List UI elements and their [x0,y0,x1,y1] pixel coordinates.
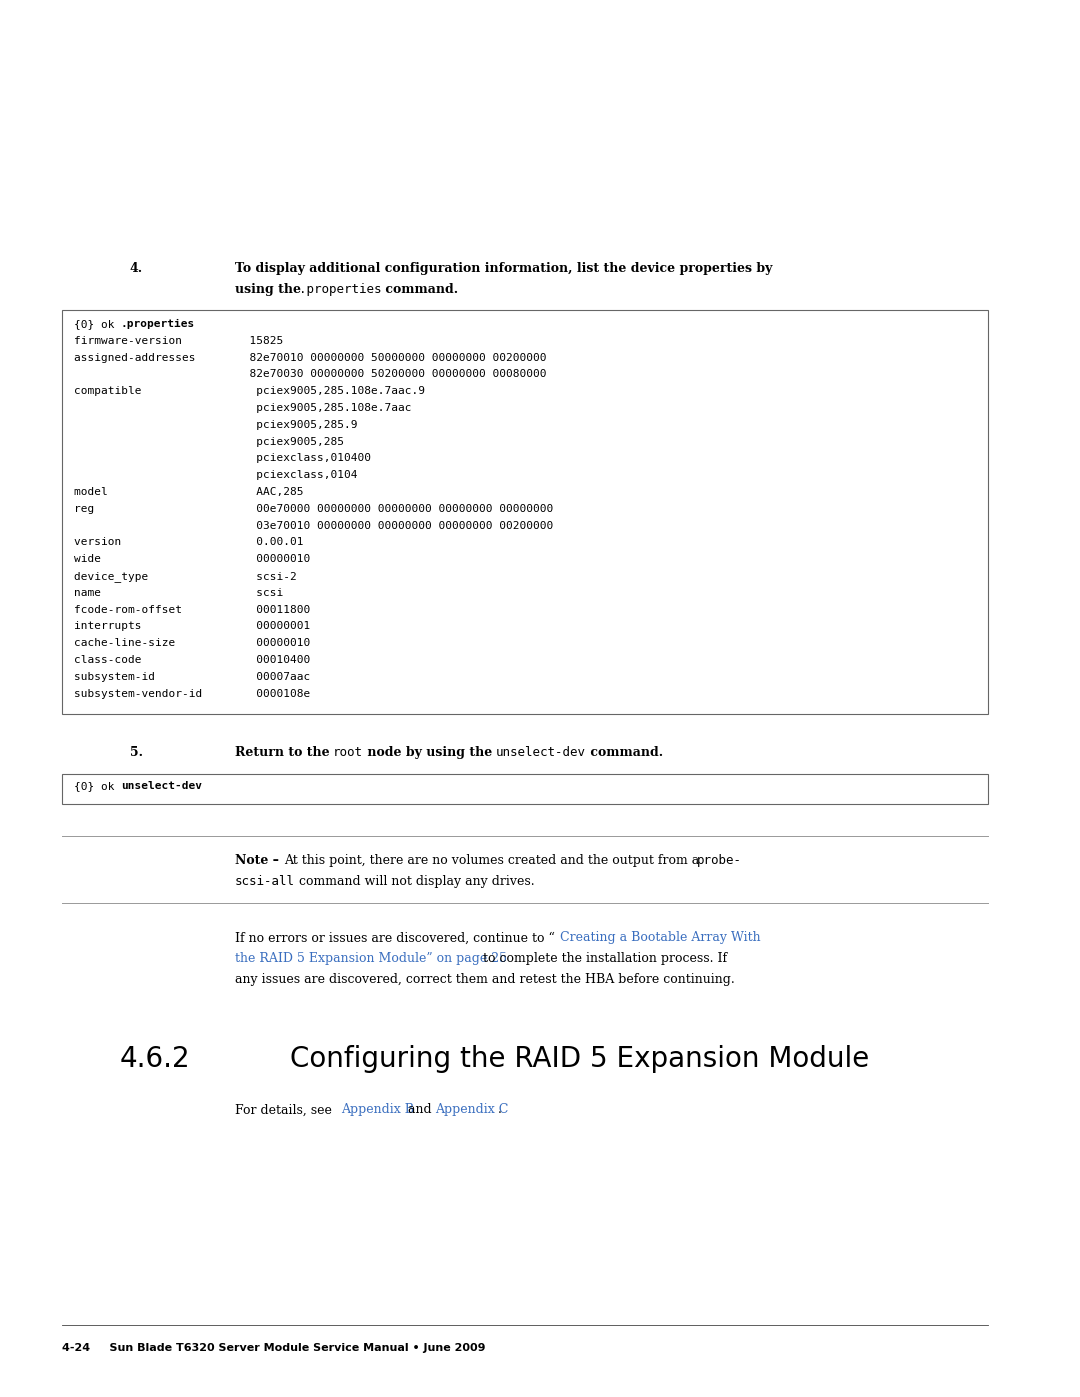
Text: node by using the: node by using the [363,746,497,760]
Text: Configuring the RAID 5 Expansion Module: Configuring the RAID 5 Expansion Module [291,1045,869,1073]
Text: any issues are discovered, correct them and retest the HBA before continuing.: any issues are discovered, correct them … [235,974,734,986]
Text: probe-: probe- [697,855,742,868]
Text: Note –: Note – [235,855,279,868]
Text: 03e70010 00000000 00000000 00000000 00200000: 03e70010 00000000 00000000 00000000 0020… [75,521,553,531]
Text: version                    0.00.01: version 0.00.01 [75,538,303,548]
Text: 5.: 5. [130,746,143,760]
Text: assigned-addresses        82e70010 00000000 50000000 00000000 00200000: assigned-addresses 82e70010 00000000 500… [75,352,546,363]
Text: {0} ok: {0} ok [75,319,121,330]
Text: pciex9005,285: pciex9005,285 [75,437,345,447]
Text: 4.: 4. [130,263,143,275]
Text: For details, see: For details, see [235,1104,336,1116]
Text: subsystem-vendor-id        0000108e: subsystem-vendor-id 0000108e [75,689,310,698]
Text: If no errors or issues are discovered, continue to “: If no errors or issues are discovered, c… [235,932,555,944]
Bar [62,310,988,714]
Text: Creating a Bootable Array With: Creating a Bootable Array With [561,932,760,944]
Text: class-code                 00010400: class-code 00010400 [75,655,310,665]
Text: using the: using the [235,284,306,296]
Text: command will not display any drives.: command will not display any drives. [295,876,535,888]
Text: reg                        00e70000 00000000 00000000 00000000 00000000: reg 00e70000 00000000 00000000 00000000 … [75,504,553,514]
Text: {0} ok: {0} ok [75,781,121,791]
Text: cache-line-size            00000010: cache-line-size 00000010 [75,638,310,648]
Text: wide                       00000010: wide 00000010 [75,555,310,564]
Text: unselect-dev: unselect-dev [496,746,586,760]
Bar [62,774,988,805]
Text: name                       scsi: name scsi [75,588,283,598]
Text: 4.6.2: 4.6.2 [120,1045,191,1073]
Text: device_type                scsi-2: device_type scsi-2 [75,571,297,583]
Text: firmware-version          15825: firmware-version 15825 [75,335,283,346]
Text: fcode-rom-offset           00011800: fcode-rom-offset 00011800 [75,605,310,615]
Text: At this point, there are no volumes created and the output from a: At this point, there are no volumes crea… [284,855,703,868]
Text: .properties: .properties [121,319,195,330]
Text: subsystem-id               00007aac: subsystem-id 00007aac [75,672,310,682]
Text: to complete the installation process. If: to complete the installation process. If [478,953,727,965]
Text: pciex9005,285.9: pciex9005,285.9 [75,420,357,430]
Text: command.: command. [381,284,458,296]
Text: command.: command. [586,746,663,760]
Text: .properties: .properties [298,284,381,296]
Text: Appendix B: Appendix B [341,1104,415,1116]
Text: pciexclass,0104: pciexclass,0104 [75,471,357,481]
Text: Return to the: Return to the [235,746,334,760]
Text: interrupts                 00000001: interrupts 00000001 [75,622,310,631]
Text: and: and [404,1104,435,1116]
Text: 82e70030 00000000 50200000 00000000 00080000: 82e70030 00000000 50200000 00000000 0008… [75,369,546,380]
Text: Appendix C: Appendix C [435,1104,509,1116]
Text: unselect-dev: unselect-dev [121,781,202,791]
Text: the RAID 5 Expansion Module” on page 25: the RAID 5 Expansion Module” on page 25 [235,953,507,965]
Text: compatible                 pciex9005,285.108e.7aac.9: compatible pciex9005,285.108e.7aac.9 [75,386,426,397]
Text: root: root [333,746,363,760]
Text: .: . [498,1104,501,1116]
Text: scsi-all: scsi-all [235,876,295,888]
Text: pciex9005,285.108e.7aac: pciex9005,285.108e.7aac [75,402,411,414]
Text: 4-24     Sun Blade T6320 Server Module Service Manual • June 2009: 4-24 Sun Blade T6320 Server Module Servi… [62,1343,486,1354]
Text: To display additional configuration information, list the device properties by: To display additional configuration info… [235,263,772,275]
Text: pciexclass,010400: pciexclass,010400 [75,454,372,464]
Text: model                      AAC,285: model AAC,285 [75,488,303,497]
